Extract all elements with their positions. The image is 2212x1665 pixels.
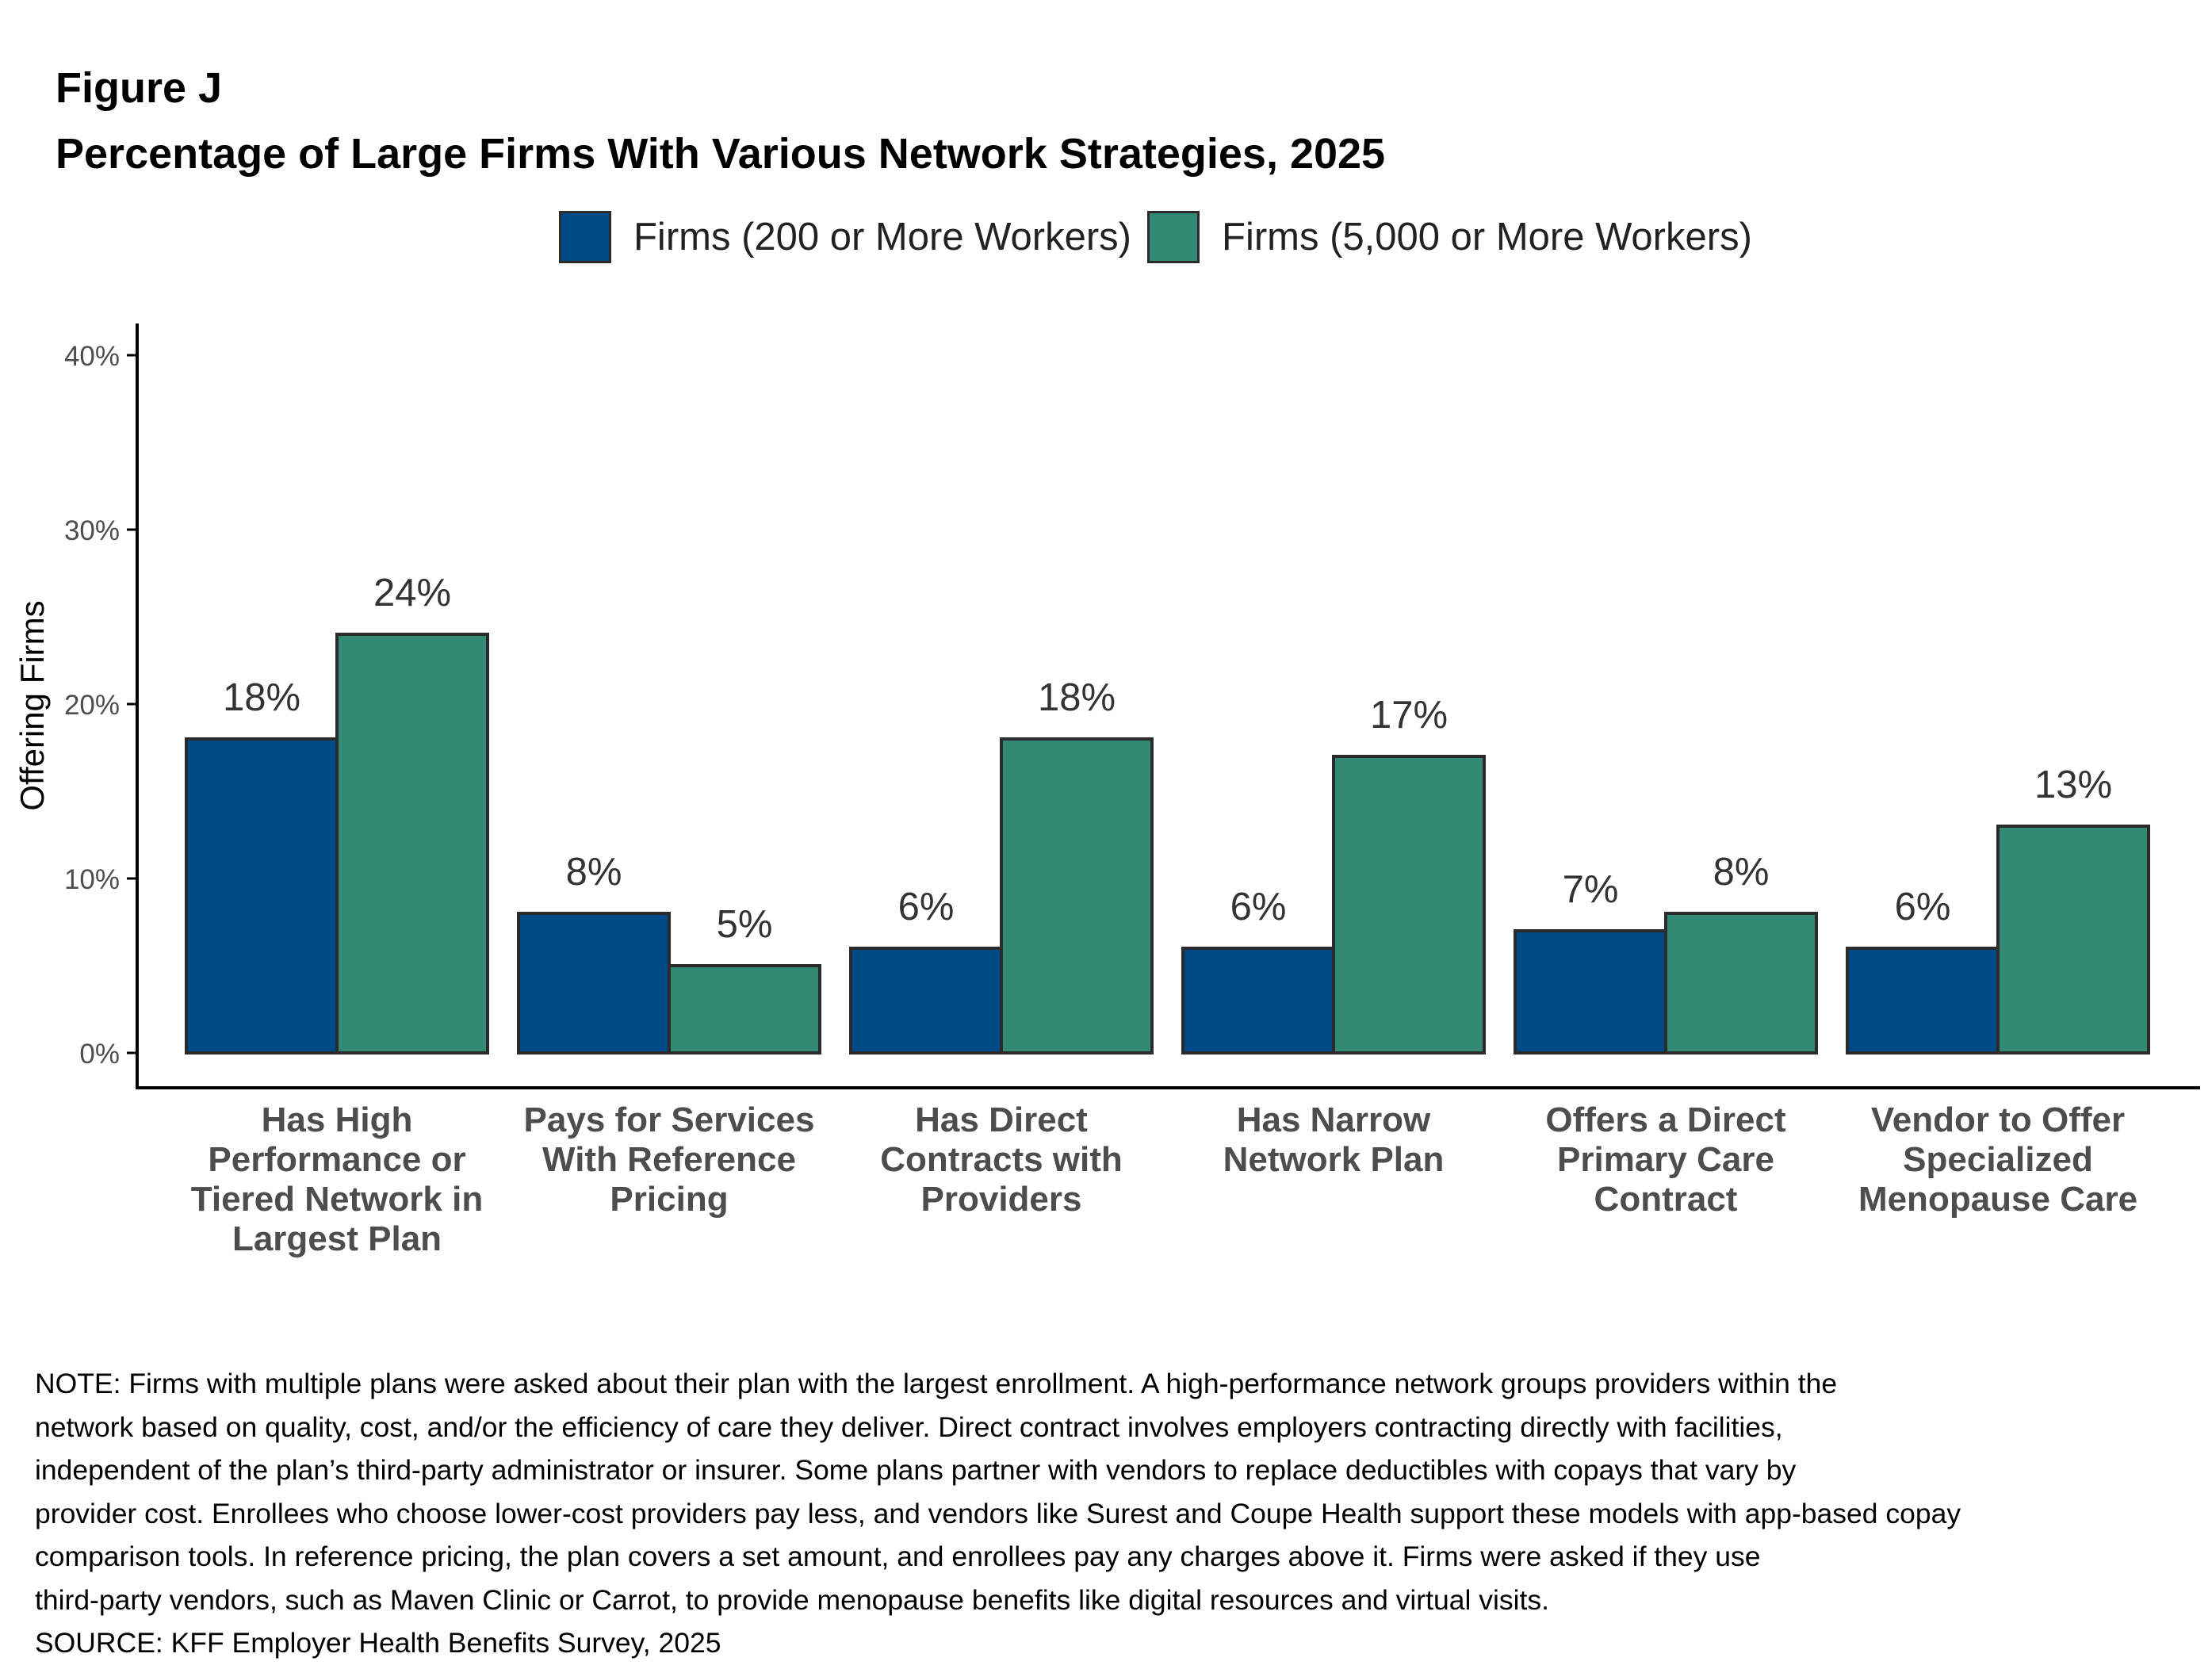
note-block: NOTE: Firms with multiple plans were ask… xyxy=(35,1362,2176,1665)
chart-title: Percentage of Large Firms With Various N… xyxy=(55,130,1386,178)
category-labels: Has High Performance or Tiered Network in L… xyxy=(191,1100,2137,1258)
bars xyxy=(185,633,2150,1054)
category-label: Offers a Direct Primary Care Contract xyxy=(1545,1100,1786,1219)
bar-chart: 0% 10% 20% 30% 40% Offering Firms 18% 24% 8% 5% 6… xyxy=(13,323,2200,1258)
data-label-series-2: 13% xyxy=(2034,764,2112,806)
bar-series-2 xyxy=(1000,737,1154,1054)
legend-label-series-2: Firms (5,000 or More Workers) xyxy=(1222,216,1752,258)
data-label-series-2: 8% xyxy=(1713,851,1770,894)
legend-label-series-1: Firms (200 or More Workers) xyxy=(633,216,1132,258)
legend: Firms (200 or More Workers) Firms (5,000… xyxy=(559,209,1768,265)
y-tick-label: 30% xyxy=(64,515,120,546)
category-label: Pays for Services With Reference Pricing xyxy=(524,1100,815,1219)
data-label-series-1: 8% xyxy=(566,851,622,894)
data-label-series-2: 18% xyxy=(1038,676,1116,719)
bar-series-1 xyxy=(1514,929,1667,1054)
y-tick-label: 0% xyxy=(79,1039,120,1070)
bar-series-2 xyxy=(668,964,821,1054)
bar-series-2 xyxy=(1996,825,2150,1054)
bar-series-1 xyxy=(849,947,1003,1054)
data-labels: 18% 24% 8% 5% 6% 18% 6% 17% 7% 8% 6% 13% xyxy=(223,572,2112,946)
note-line: third-party vendors, such as Maven Clini… xyxy=(35,1583,1549,1616)
data-label-series-2: 24% xyxy=(373,572,451,614)
note-line: independent of the plan’s third-party ad… xyxy=(35,1454,1797,1486)
legend-swatch-series-1 xyxy=(559,211,611,263)
category-label: Has High Performance or Tiered Network in L… xyxy=(191,1100,483,1258)
bar-series-2 xyxy=(1332,755,1486,1054)
category-label: Has Narrow Network Plan xyxy=(1223,1100,1445,1179)
category-label: Has Direct Contracts with Providers xyxy=(880,1100,1123,1219)
legend-item-series-2: Firms (5,000 or More Workers) xyxy=(1147,211,1752,263)
data-label-series-2: 5% xyxy=(717,903,773,946)
legend-swatch-series-2 xyxy=(1147,211,1200,263)
note-line: NOTE: Firms with multiple plans were ask… xyxy=(35,1368,1838,1399)
bar-series-1 xyxy=(1181,947,1335,1054)
bar-series-1 xyxy=(185,737,339,1054)
y-axis-title: Offering Firms xyxy=(13,600,51,810)
data-label-series-1: 18% xyxy=(223,676,300,719)
data-label-series-1: 6% xyxy=(898,886,955,928)
data-label-series-2: 17% xyxy=(1370,694,1448,737)
note-line: network based on quality, cost, and/or t… xyxy=(35,1410,1783,1443)
note-line: comparison tools. In reference pricing, … xyxy=(35,1541,1761,1572)
y-tick-label: 10% xyxy=(64,864,120,895)
data-label-series-1: 6% xyxy=(1895,886,1951,928)
y-tick-label: 40% xyxy=(64,341,120,372)
legend-item-series-1: Firms (200 or More Workers) xyxy=(559,211,1131,263)
bar-series-1 xyxy=(517,912,671,1054)
y-tick-label: 20% xyxy=(64,690,120,721)
data-label-series-1: 6% xyxy=(1230,886,1287,928)
source-line: SOURCE: KFF Employer Health Benefits Sur… xyxy=(35,1627,721,1659)
data-label-series-1: 7% xyxy=(1563,868,1619,911)
bar-series-1 xyxy=(1846,947,2000,1054)
bar-series-2 xyxy=(335,633,489,1054)
category-label: Vendor to Offer Specialized Menopause Care xyxy=(1858,1100,2137,1219)
axes: 0% 10% 20% 30% 40% Offering Firms xyxy=(13,323,2200,1089)
bar-series-2 xyxy=(1664,912,1818,1054)
note-line: provider cost. Enrollees who choose lowe… xyxy=(35,1497,1961,1529)
figure-label: Figure J xyxy=(55,64,223,112)
